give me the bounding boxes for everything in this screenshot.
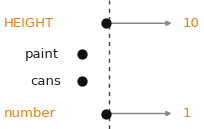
Text: 10: 10: [183, 17, 200, 30]
Point: [80, 80, 83, 82]
Text: number: number: [4, 107, 56, 120]
Point: [104, 22, 108, 24]
Point: [80, 53, 83, 55]
Text: HEIGHT: HEIGHT: [4, 17, 54, 30]
Text: 1: 1: [183, 107, 191, 120]
Point: [104, 112, 108, 115]
Text: cans: cans: [31, 75, 61, 88]
Text: paint: paint: [24, 48, 59, 61]
